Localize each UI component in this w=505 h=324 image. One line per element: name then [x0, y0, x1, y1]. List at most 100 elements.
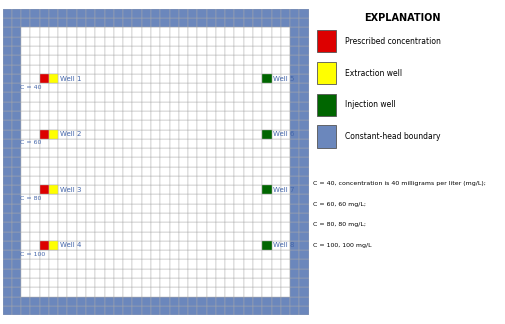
- Bar: [252, 130, 262, 139]
- Bar: [206, 74, 216, 83]
- Bar: [299, 28, 308, 37]
- Bar: [150, 74, 160, 83]
- Bar: [243, 232, 252, 241]
- Bar: [197, 296, 206, 306]
- Bar: [105, 37, 114, 46]
- Bar: [216, 278, 225, 287]
- Bar: [178, 185, 188, 194]
- Bar: [132, 194, 141, 204]
- Bar: [188, 120, 197, 130]
- Bar: [49, 176, 58, 185]
- Bar: [58, 18, 67, 28]
- Text: Well 5: Well 5: [272, 75, 294, 82]
- Bar: [178, 222, 188, 232]
- Bar: [262, 139, 271, 148]
- Bar: [12, 102, 21, 111]
- Bar: [206, 139, 216, 148]
- Bar: [188, 185, 197, 194]
- Bar: [150, 18, 160, 28]
- Bar: [234, 83, 243, 92]
- Bar: [123, 120, 132, 130]
- Bar: [77, 241, 86, 250]
- Bar: [280, 148, 289, 157]
- Bar: [216, 74, 225, 83]
- Bar: [299, 296, 308, 306]
- Bar: [206, 37, 216, 46]
- Bar: [188, 102, 197, 111]
- Bar: [95, 139, 105, 148]
- Bar: [225, 18, 234, 28]
- Bar: [188, 260, 197, 269]
- Bar: [30, 269, 39, 278]
- Bar: [86, 250, 95, 260]
- Bar: [30, 55, 39, 64]
- Bar: [67, 120, 77, 130]
- Bar: [197, 28, 206, 37]
- Bar: [132, 111, 141, 120]
- Bar: [12, 213, 21, 222]
- Bar: [271, 167, 280, 176]
- Bar: [3, 204, 12, 213]
- Bar: [39, 296, 49, 306]
- Bar: [86, 37, 95, 46]
- Bar: [123, 148, 132, 157]
- Bar: [12, 83, 21, 92]
- Bar: [150, 296, 160, 306]
- Bar: [12, 287, 21, 296]
- Bar: [3, 157, 12, 167]
- Bar: [252, 83, 262, 92]
- Bar: [21, 296, 30, 306]
- Bar: [141, 28, 150, 37]
- Bar: [114, 55, 123, 64]
- Bar: [105, 148, 114, 157]
- Bar: [12, 46, 21, 55]
- Bar: [132, 9, 141, 18]
- Bar: [77, 306, 86, 315]
- Bar: [3, 102, 12, 111]
- Bar: [234, 102, 243, 111]
- Bar: [86, 28, 95, 37]
- Bar: [169, 92, 178, 102]
- Bar: [105, 111, 114, 120]
- Bar: [169, 46, 178, 55]
- Bar: [123, 287, 132, 296]
- Bar: [39, 241, 49, 250]
- Bar: [114, 28, 123, 37]
- Bar: [289, 130, 299, 139]
- Bar: [77, 102, 86, 111]
- Bar: [262, 130, 271, 139]
- Bar: [252, 55, 262, 64]
- Bar: [150, 250, 160, 260]
- Bar: [58, 64, 67, 74]
- Bar: [206, 120, 216, 130]
- Bar: [12, 269, 21, 278]
- Bar: [160, 185, 169, 194]
- Bar: [150, 9, 160, 18]
- Bar: [123, 250, 132, 260]
- Bar: [234, 148, 243, 157]
- Bar: [160, 296, 169, 306]
- Bar: [299, 194, 308, 204]
- Bar: [58, 102, 67, 111]
- Bar: [289, 64, 299, 74]
- Bar: [39, 130, 49, 139]
- Bar: [178, 269, 188, 278]
- Bar: [216, 9, 225, 18]
- Bar: [289, 102, 299, 111]
- Bar: [3, 9, 12, 18]
- Bar: [86, 185, 95, 194]
- Bar: [58, 296, 67, 306]
- Bar: [3, 148, 12, 157]
- Bar: [188, 64, 197, 74]
- Bar: [114, 232, 123, 241]
- Bar: [169, 222, 178, 232]
- Bar: [197, 74, 206, 83]
- Bar: [3, 18, 12, 28]
- Bar: [225, 269, 234, 278]
- Bar: [280, 92, 289, 102]
- Bar: [243, 269, 252, 278]
- Bar: [58, 157, 67, 167]
- Text: Well 1: Well 1: [60, 75, 81, 82]
- Bar: [95, 260, 105, 269]
- Bar: [49, 260, 58, 269]
